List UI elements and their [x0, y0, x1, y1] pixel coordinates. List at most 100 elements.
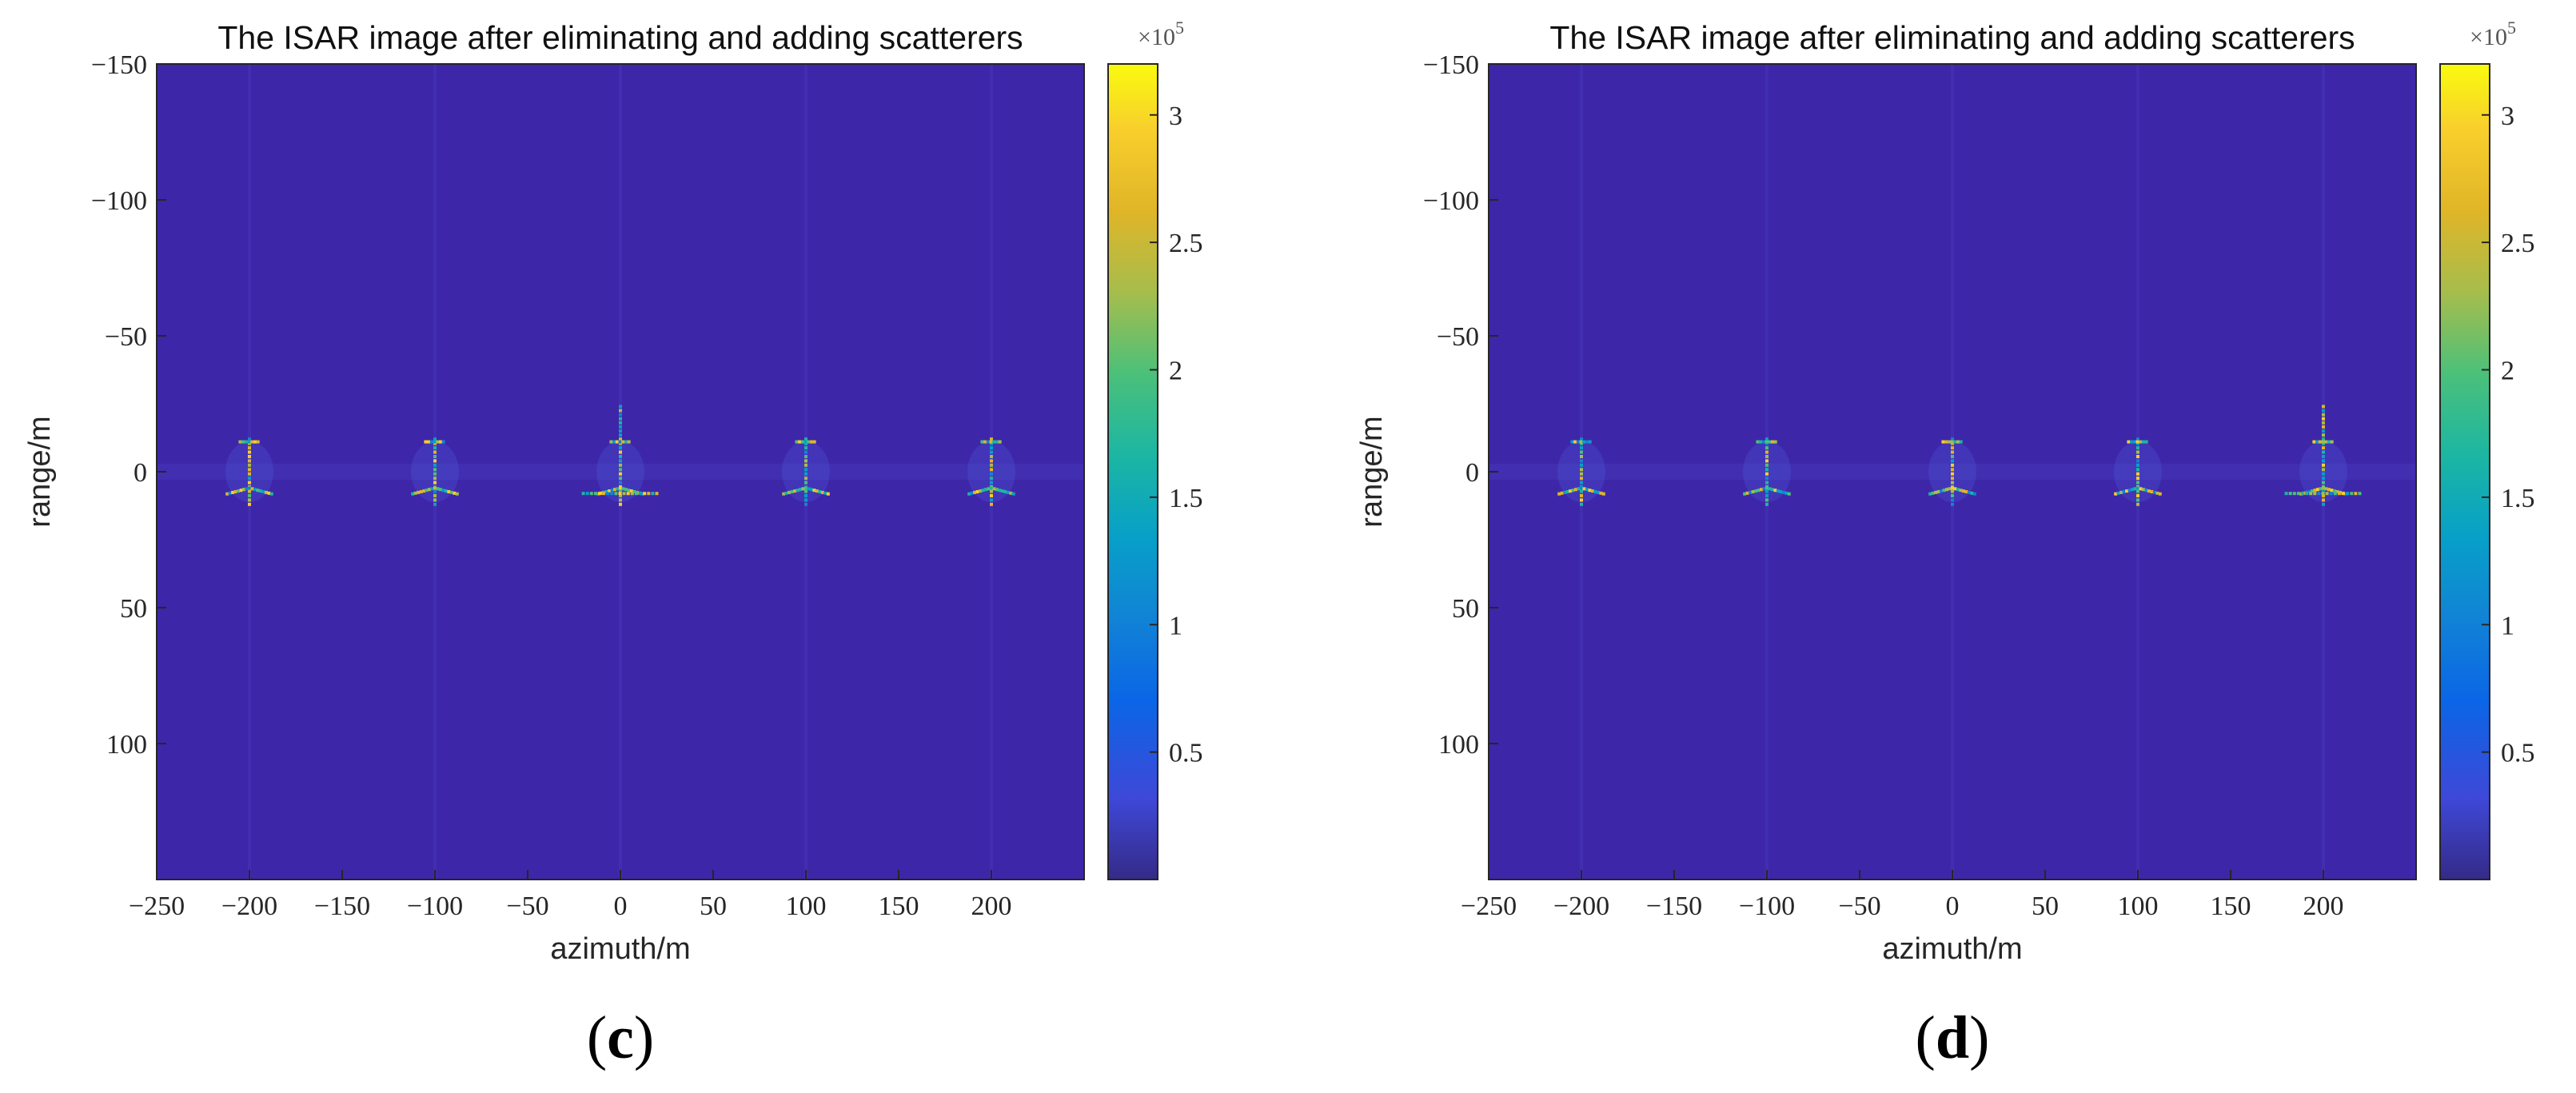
heatmap-background-c [157, 64, 1084, 880]
scatterer-point [1961, 489, 1965, 493]
colorbar-exponent-power: 5 [2507, 18, 2516, 38]
scatterer-point [593, 492, 597, 496]
scatterer-point [804, 446, 807, 450]
scatterer-point [1945, 488, 1948, 492]
scatterer-point [1941, 440, 1945, 444]
scatterer-point [2142, 440, 2145, 444]
y-tick-label: −100 [91, 186, 147, 216]
scatterer-point [2144, 440, 2148, 444]
scatterer-point [2136, 472, 2139, 476]
y-axis-label-d: range/m [1355, 416, 1389, 527]
scatterer-point [231, 490, 235, 494]
panel-label-d-letter: d [1935, 1004, 1970, 1071]
scatterer-point [2322, 481, 2325, 485]
scatterer-point [793, 489, 797, 493]
scatterer-point [810, 488, 813, 492]
scatterer-point [2305, 492, 2309, 496]
scatterer-point [253, 440, 257, 444]
scatterer-point [973, 490, 977, 494]
scatterer-point [795, 440, 799, 444]
scatterer-point [2155, 491, 2159, 495]
scatterer-point [1781, 490, 1785, 494]
scatterer-point [810, 440, 813, 444]
scatterer-point [242, 488, 245, 492]
scatterer-point [804, 468, 807, 472]
scatterer-point [433, 486, 437, 490]
panel-label-c-close: ) [633, 1004, 655, 1071]
scatterer-point [2322, 459, 2325, 463]
scatterer-point [248, 468, 251, 472]
scatterer-point [1951, 489, 1954, 493]
scatterer-point [2330, 440, 2334, 444]
scatterer-point [2288, 492, 2292, 496]
scatterer-point [2130, 440, 2134, 444]
scatterer-point [1784, 491, 1788, 495]
target-glow [782, 441, 830, 502]
scatterer-point [2329, 492, 2333, 496]
target-glow [2299, 441, 2347, 502]
scatterer-point [1779, 490, 1783, 493]
chart-title-d: The ISAR image after eliminating and add… [1549, 19, 2355, 56]
scatterer-point [1762, 487, 1766, 491]
target-c-4 [967, 437, 1015, 506]
scatterer-point [622, 492, 626, 496]
scatterer-point [804, 502, 807, 506]
scatterer-point [2313, 489, 2317, 493]
scatterer-point [2335, 490, 2339, 493]
scatterer-point [1749, 490, 1753, 494]
scatterer-point [449, 490, 453, 494]
scatterer-point [228, 491, 232, 495]
scatterer-point [2322, 437, 2325, 441]
scatterer-point [1760, 488, 1763, 492]
scatterer-point [1765, 450, 1769, 454]
scatterer-point [619, 472, 622, 476]
x-tick-label: 0 [1946, 892, 1960, 921]
scatterer-point [1964, 490, 1968, 493]
scatterer-point [655, 492, 659, 496]
scatterer-point [589, 492, 593, 496]
scatterer-point [248, 446, 251, 450]
scatterer-point [975, 490, 979, 493]
scatterer-point [1928, 492, 1932, 496]
scatterer-point [799, 488, 802, 492]
scatterer-point [1944, 440, 1948, 444]
scatterer-point [990, 437, 993, 441]
scatterer-point [1951, 459, 1954, 463]
panel-label-c: (c) [540, 1003, 700, 1073]
scatterer-point [433, 463, 437, 467]
sidelobe-streaks-c [157, 64, 1084, 880]
scatterer-point [1754, 489, 1758, 493]
scatterer-point [1765, 493, 1769, 497]
scatterer-point [413, 491, 417, 495]
scatterer-point [2322, 421, 2325, 425]
scatterer-point [439, 440, 442, 444]
scatterer-point [2322, 409, 2325, 413]
scatterer-point [2324, 440, 2328, 444]
target-d-2 [1928, 437, 1976, 506]
scatterer-point [784, 491, 788, 495]
x-tick-label: 0 [614, 892, 628, 921]
scatterer-point [627, 440, 631, 444]
scatterer-point [2322, 468, 2325, 472]
scatterer-point [619, 459, 622, 463]
scatterer-point [619, 477, 622, 481]
colorbar-d: 0.5 1 1.5 2 2.5 3 ×105 [2439, 18, 2535, 880]
scatterer-point [807, 440, 811, 444]
scatterer-point [1951, 486, 1954, 490]
scatterer-point [248, 437, 251, 441]
scatterer-point [612, 440, 616, 444]
scatterer-point [986, 440, 990, 444]
scatterer-point [2318, 440, 2322, 444]
scatterer-point [1951, 493, 1954, 497]
scatterer-point [619, 405, 622, 409]
colorbar-tick-label: 2 [2501, 357, 2514, 386]
scatterer-point [2136, 502, 2139, 506]
scatterer-point [2322, 429, 2325, 433]
scatterer-point [585, 492, 589, 496]
scatterer-point [2332, 489, 2336, 493]
scatterer-point [1580, 502, 1583, 506]
scatterer-point [1009, 491, 1013, 495]
scatterer-point [619, 486, 622, 490]
target-c-1 [411, 437, 459, 506]
colorbar-tick-label: 1 [2501, 611, 2514, 640]
